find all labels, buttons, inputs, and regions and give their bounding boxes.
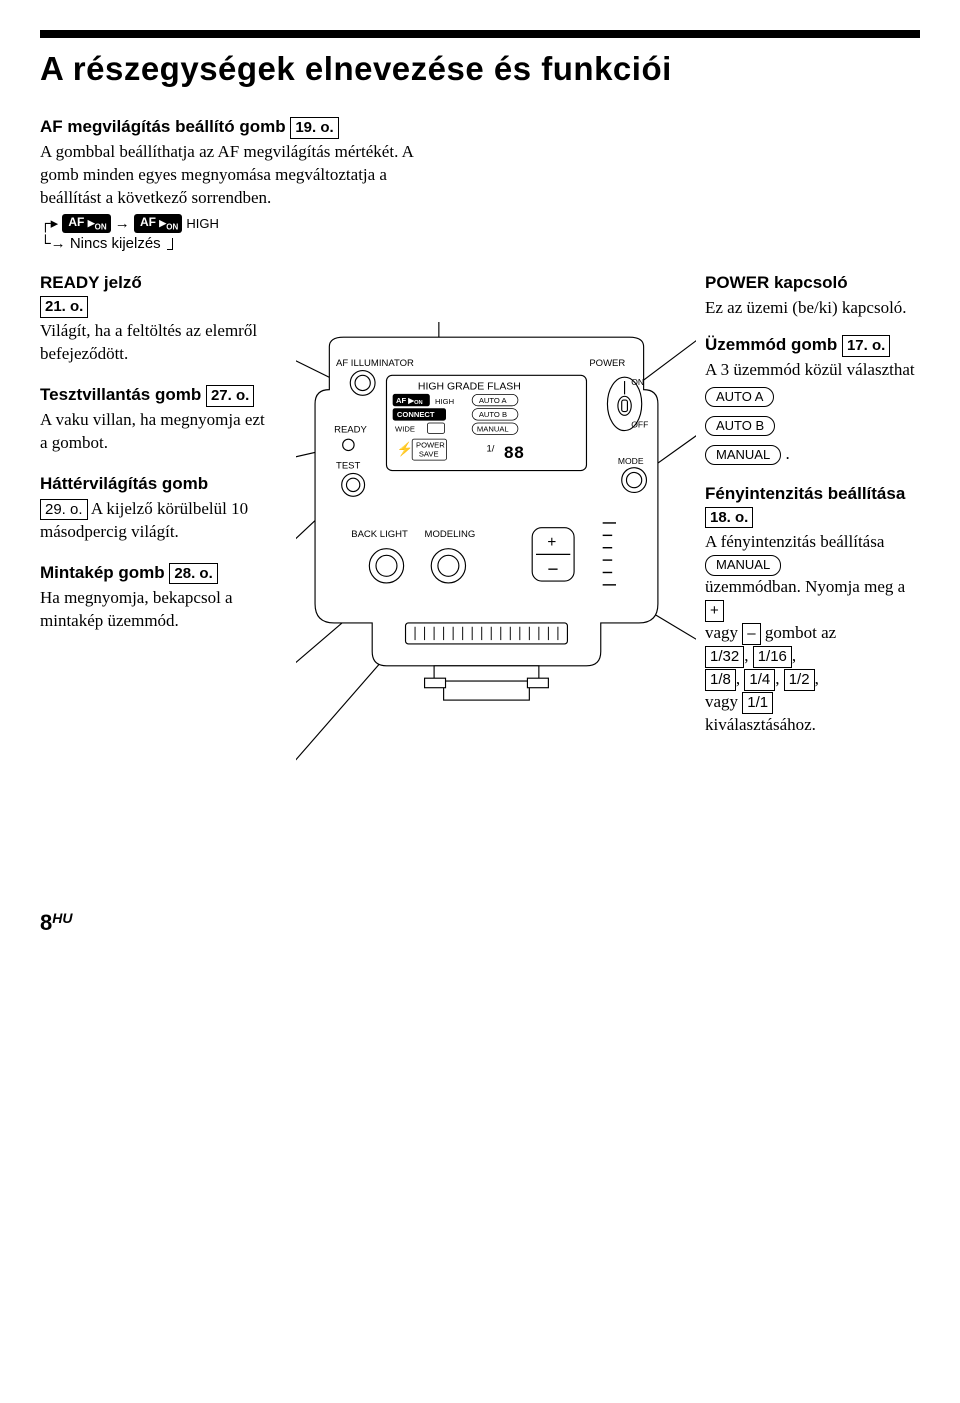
test-block: Tesztvillantás gomb 27. o. A vaku villan… <box>40 384 270 455</box>
intensity-r3: 1/8 <box>705 669 736 691</box>
lcd-autoa: AUTO A <box>479 396 508 405</box>
page-number: 8 <box>40 910 52 935</box>
intensity-r6: 1/1 <box>742 692 773 714</box>
mode-heading: Üzemmód gomb <box>705 335 837 354</box>
lbl-off: OFF <box>631 420 648 430</box>
intensity-manual: MANUAL <box>705 555 781 575</box>
intensity-body1: A fényintenzitás beállítása <box>705 532 884 551</box>
mode-opt1: AUTO A <box>705 387 774 407</box>
af-pill-2: AF ▶ON <box>134 214 182 233</box>
lbl-modeling: MODELING <box>425 529 476 540</box>
intensity-r2: 1/16 <box>753 646 792 668</box>
lcd-title: HIGH GRADE FLASH <box>418 382 521 393</box>
page-footer: 8HU <box>40 910 72 936</box>
modeling-heading: Mintakép gomb <box>40 563 165 582</box>
lbl-test: TEST <box>336 461 361 472</box>
intensity-body5: vagy <box>705 692 742 711</box>
test-heading: Tesztvillantás gomb <box>40 385 201 404</box>
ready-block: READY jelző 21. o. Világít, ha a feltölt… <box>40 272 270 366</box>
intensity-body3: vagy <box>705 623 742 642</box>
lbl-ready: READY <box>334 425 367 436</box>
af-nodisplay: Nincs kijelzés <box>70 235 161 252</box>
modeling-ref: 28. o. <box>169 563 217 585</box>
intensity-body2: üzemmódban. Nyomja meg a <box>705 577 905 596</box>
modeling-block: Mintakép gomb 28. o. Ha megnyomja, bekap… <box>40 562 270 633</box>
lcd-connect: CONNECT <box>397 410 435 419</box>
intensity-body4: gombot az <box>761 623 837 642</box>
lcd-seg: 88 <box>504 445 525 464</box>
lcd-high: HIGH <box>435 397 454 406</box>
intensity-heading: Fényintenzitás beállítása <box>705 484 905 503</box>
lbl-mode: MODE <box>618 456 644 466</box>
intensity-body6: kiválasztásához. <box>705 715 816 734</box>
device-diagram: AF ILLUMINATOR READY TEST POWER ON OFF <box>296 322 696 962</box>
power-heading: POWER kapcsoló <box>705 272 920 295</box>
modeling-body: Ha megnyomja, bekapcsol a mintakép üzemm… <box>40 587 270 633</box>
bolt-icon: ⚡ <box>397 441 414 458</box>
mode-block: Üzemmód gomb 17. o. A 3 üzemmód közül vá… <box>705 334 920 469</box>
mode-opt2: AUTO B <box>705 416 775 436</box>
page-lang: HU <box>52 910 72 926</box>
ready-ref: 21. o. <box>40 296 88 318</box>
test-ref: 27. o. <box>206 385 254 407</box>
intensity-block: Fényintenzitás beállítása 18. o. A fényi… <box>705 483 920 737</box>
lcd-autob: AUTO B <box>479 410 507 419</box>
intensity-plus: + <box>705 600 724 622</box>
lbl-power: POWER <box>589 358 625 369</box>
page-title: A részegységek elnevezése és funkciói <box>40 50 920 88</box>
af-high-label: HIGH <box>186 216 219 231</box>
backlight-block: Háttérvilágítás gomb 29. o. A kijelző kö… <box>40 473 270 544</box>
mode-opt3: MANUAL <box>705 445 781 465</box>
backlight-heading: Háttérvilágítás gomb <box>40 474 208 493</box>
mode-body: A 3 üzemmód közül választhat <box>705 359 920 382</box>
test-body: A vaku villan, ha megnyomja ezt a gombot… <box>40 409 270 455</box>
intensity-ref: 18. o. <box>705 507 753 529</box>
intensity-r1: 1/32 <box>705 646 744 668</box>
lbl-af-illum: AF ILLUMINATOR <box>336 358 414 369</box>
af-block: AF megvilágítás beállító gomb 19. o. A g… <box>40 116 440 254</box>
intensity-r4: 1/4 <box>744 669 775 691</box>
backlight-ref: 29. o. <box>40 499 88 521</box>
lcd-wide: WIDE <box>395 425 415 434</box>
intensity-r5: 1/2 <box>784 669 815 691</box>
af-sequence: ┌▸ AF ▶ON → AF ▶ON HIGH └→ Nincs kijelzé… <box>40 214 440 255</box>
lcd-manual: MANUAL <box>477 425 509 434</box>
lbl-backlight: BACK LIGHT <box>351 529 408 540</box>
lbl-on: ON <box>631 377 644 387</box>
mode-ref: 17. o. <box>842 335 890 357</box>
af-pill-1: AF ▶ON <box>62 214 110 233</box>
ready-heading: READY jelző <box>40 273 142 292</box>
intensity-minus: – <box>742 623 760 645</box>
ready-body: Világít, ha a feltöltés az elemről befej… <box>40 320 270 366</box>
af-ref: 19. o. <box>290 117 338 139</box>
power-body: Ez az üzemi (be/ki) kapcsoló. <box>705 297 920 320</box>
lcd-frac: 1/ <box>486 444 494 455</box>
minus-icon: − <box>547 560 558 581</box>
top-rule <box>40 30 920 38</box>
power-block: POWER kapcsoló Ez az üzemi (be/ki) kapcs… <box>705 272 920 320</box>
plus-icon: + <box>547 534 556 551</box>
lcd-save: SAVE <box>419 450 439 459</box>
af-heading: AF megvilágítás beállító gomb <box>40 117 286 136</box>
af-body1: A gombbal beállíthatja az AF megvilágítá… <box>40 141 440 210</box>
